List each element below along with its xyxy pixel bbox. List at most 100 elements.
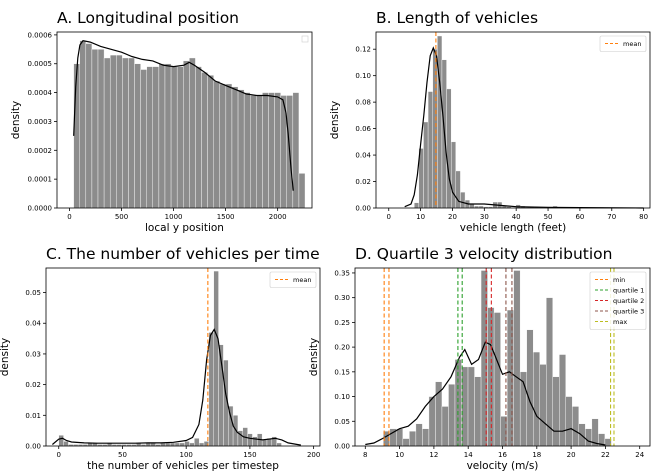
histogram-bar [243,92,251,209]
histogram-bars [73,40,306,209]
y-tick-label: 0.0003 [28,118,53,126]
histogram-bar [63,441,69,447]
histogram-bar [539,364,547,447]
legend-label: mean [293,276,311,284]
histogram-bar [446,88,452,209]
y-tick-label: 0.0004 [28,89,53,97]
x-tick-label: 60 [575,213,584,221]
histogram-bar [195,66,202,209]
histogram-bar [441,406,449,447]
x-tick-label: 22 [601,451,610,459]
histogram-bar [268,92,275,209]
legend-box [269,271,317,288]
y-tick-label: 0.12 [355,46,371,54]
legend-label: max [613,318,627,326]
legend-label: quartile 3 [613,308,644,316]
x-tick-label: 20 [567,451,576,459]
y-axis-label: density [329,101,341,140]
histogram-bar [208,332,214,447]
y-tick-label: 0.00 [25,443,41,451]
x-tick-label: 24 [635,451,644,459]
x-tick-label: 0 [67,213,71,221]
y-tick-label: 0.0002 [28,147,53,155]
y-axis-label: density [308,338,320,377]
histogram-bar [435,381,443,447]
x-tick-label: 10 [395,451,404,459]
histogram-bar [174,442,181,447]
histogram-bar [422,428,430,447]
histogram-bar [207,75,214,209]
histogram-bar [460,191,466,209]
histogram-bar [247,433,253,447]
chart-title: D. Quartile 3 velocity distribution [355,245,612,263]
y-tick-label: 0.02 [355,178,371,186]
panel-a: A. Longitudinal position 0 500 1000 1500 2000… [10,9,313,234]
y-tick-label: 0.0000 [28,205,53,213]
histogram-bar [298,173,306,209]
histogram-bar [432,49,438,209]
x-tick-label: 500 [115,213,128,221]
y-tick-label: 0.30 [334,294,350,302]
histogram-bar [474,376,482,447]
y-tick-label: 0.15 [334,368,350,376]
histogram-bar [448,383,456,447]
histogram-bars [414,35,604,209]
histogram-bar [213,80,220,209]
x-axis-label: the number of vehicles per timestep [87,460,279,472]
histogram-bar [469,203,475,209]
histogram-bar [189,57,196,209]
y-tick-label: 0.10 [334,393,350,401]
x-tick-label: 150 [243,451,256,459]
histogram-bar [415,423,423,447]
histogram-bar [467,366,475,447]
x-tick-label: 20 [448,213,457,221]
histogram-bar [164,63,172,209]
plot-frame [375,31,651,209]
panel-b: B. Length of vehicles 0 10 20 30 40 50 60 70 80 0.… [329,9,651,234]
legend-label: quartile 2 [613,297,644,305]
histogram-bar [231,86,239,209]
y-tick-label: 0.03 [25,350,41,358]
legend-box [589,271,647,330]
y-tick-label: 0.06 [355,125,371,133]
histogram-bar [134,63,141,209]
histogram-bar [165,442,171,447]
histogram-bar [179,442,185,447]
panel-d: D. Quartile 3 velocity distribution 8 10 12… [308,245,651,472]
x-tick-label: 40 [512,213,521,221]
histogram-bar [526,329,534,447]
x-tick-label: 18 [532,451,541,459]
histogram-bar [225,83,233,209]
x-tick-label: 70 [607,213,616,221]
histogram-bar [103,57,111,209]
y-tick-label: 0.01 [25,412,41,420]
x-tick-label: 1500 [217,213,235,221]
kde-curve [73,40,294,191]
histogram-bar [85,43,93,209]
legend-label: mean [623,40,641,48]
y-tick-label: 0.05 [25,289,41,297]
histogram-bar [213,270,219,447]
kde-curve [52,328,302,446]
x-tick-label: 2000 [269,213,287,221]
histogram-bar [140,69,147,209]
panel-c: C. The number of vehicles per time 0 50 100… [0,245,321,472]
legend-box [301,35,309,43]
histogram-bar [219,83,227,209]
histogram-bar [274,92,281,209]
histogram-bar [414,202,420,209]
histogram-bar [262,92,269,209]
chart-title: C. The number of vehicles per time [46,245,320,263]
histogram-bar [146,66,154,209]
y-axis-label: density [0,338,11,377]
y-tick-label: 0.10 [355,72,371,80]
histogram-bar [455,170,461,209]
histogram-bar [292,92,300,209]
histogram-bar [189,442,195,447]
histogram-bar [250,95,257,209]
x-tick-label: 1000 [165,213,183,221]
histogram-bar [423,121,429,209]
x-axis-label: local y position [145,222,224,234]
histogram-bar [546,297,553,447]
